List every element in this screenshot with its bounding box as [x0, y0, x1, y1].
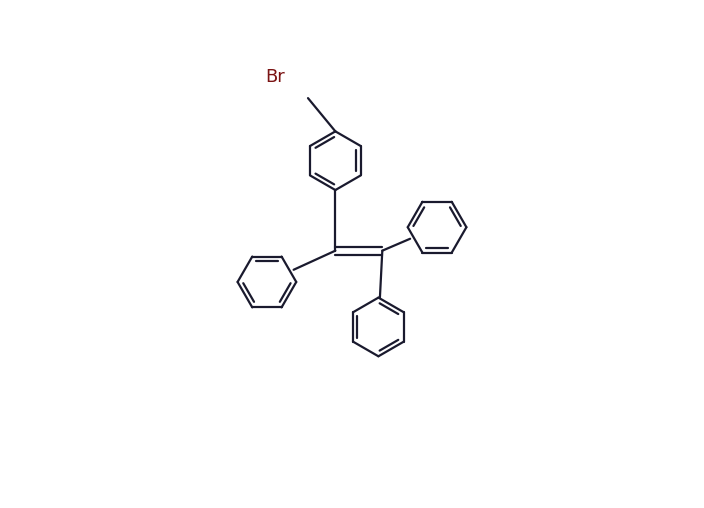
- Text: Br: Br: [265, 69, 284, 86]
